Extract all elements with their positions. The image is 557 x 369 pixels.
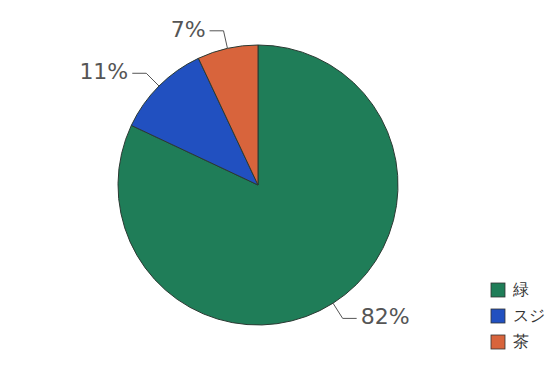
legend: 緑スジ茶: [491, 280, 545, 351]
slice: [198, 45, 258, 185]
pie: [118, 45, 398, 325]
data-label: 11%: [79, 59, 128, 84]
leader-line: [333, 303, 357, 318]
data-labels: 82% 11% 7%: [79, 17, 409, 330]
leader-line: [132, 73, 159, 86]
legend-label: 緑: [512, 280, 529, 299]
data-label: 82%: [361, 304, 410, 329]
legend-swatch: [491, 283, 505, 297]
legend-swatch: [491, 335, 505, 349]
data-label: 7%: [171, 17, 206, 42]
chart: 82% 11% 7% 緑スジ茶: [0, 0, 557, 369]
legend-swatch: [491, 309, 505, 323]
legend-label: 茶: [513, 332, 529, 351]
legend-label: スジ: [513, 306, 545, 325]
slice: [118, 45, 398, 325]
leader-line: [210, 31, 228, 49]
